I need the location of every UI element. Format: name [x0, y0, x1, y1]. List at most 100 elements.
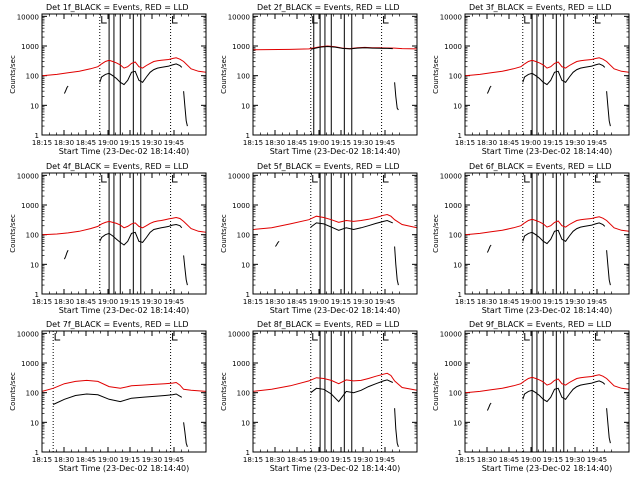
y-tick-label: 1	[246, 132, 250, 140]
y-tick-label: 10000	[17, 330, 39, 338]
x-tick-label: 19:00	[521, 139, 541, 147]
y-tick-label: 10	[453, 419, 462, 427]
y-tick-label: 10	[241, 261, 250, 269]
y-tick-label: 100	[26, 390, 39, 398]
x-tick-label: 18:15	[32, 298, 52, 306]
y-tick-label: 10000	[440, 330, 462, 338]
y-tick-label: 10000	[228, 13, 250, 21]
series-events-line	[486, 244, 492, 253]
x-axis-label: Start Time (23-Dec-02 18:14:40)	[270, 464, 401, 473]
panel-det-7f: Det 7f_BLACK = Events, RED = LLD 1 10 100 10…	[9, 320, 207, 473]
x-tick-label: 19:30	[565, 139, 585, 147]
series-events-line	[99, 63, 183, 86]
x-tick-label: 19:00	[309, 456, 329, 464]
panel-title: Det 3f_BLACK = Events, RED = LLD	[469, 3, 612, 12]
y-axis-label: Counts/sec	[220, 55, 228, 94]
x-tick-label: 19:45	[375, 139, 395, 147]
panel-title: Det 7f_BLACK = Events, RED = LLD	[46, 320, 189, 329]
x-tick-label: 19:45	[164, 456, 184, 464]
panel-det-2f: Det 2f_BLACK = Events, RED = LLD 1 10 100 10…	[220, 3, 418, 156]
series-events-line	[310, 379, 394, 403]
plot-series-group	[465, 374, 629, 444]
saa-flag-marker	[101, 175, 107, 183]
y-tick-label: 10000	[440, 172, 462, 180]
plot-frame	[41, 330, 207, 453]
x-tick-label: 18:45	[287, 298, 307, 306]
panel-title: Det 6f_BLACK = Events, RED = LLD	[469, 162, 612, 171]
x-tick-label: 19:00	[521, 298, 541, 306]
plot-series-group	[42, 216, 206, 286]
panel-title: Det 4f_BLACK = Events, RED = LLD	[46, 162, 189, 171]
saa-flag-marker	[54, 333, 61, 341]
x-tick-label: 18:30	[265, 456, 285, 464]
x-tick-label: 18:15	[243, 456, 263, 464]
y-tick-label: 1000	[444, 43, 462, 51]
saa-flag-marker	[595, 16, 601, 24]
x-tick-label: 18:45	[499, 139, 519, 147]
panel-title: Det 2f_BLACK = Events, RED = LLD	[257, 3, 400, 12]
y-tick-label: 100	[237, 232, 250, 240]
series-lld-line	[253, 372, 417, 392]
x-tick-label: 19:45	[164, 139, 184, 147]
y-tick-label: 1000	[232, 43, 250, 51]
x-axis-label: Start Time (23-Dec-02 18:14:40)	[270, 147, 401, 156]
x-tick-label: 19:00	[309, 139, 329, 147]
x-tick-label: 18:15	[32, 139, 52, 147]
plot-frame	[41, 172, 207, 295]
series-events-line	[183, 91, 188, 127]
saa-flag-marker	[312, 333, 318, 341]
series-events-line	[63, 85, 69, 94]
saa-flag-marker	[383, 333, 389, 341]
y-tick-label: 10	[241, 419, 250, 427]
x-axis-label: Start Time (23-Dec-02 18:14:40)	[59, 464, 190, 473]
plot-frame	[464, 13, 630, 136]
y-tick-label: 1	[246, 291, 250, 299]
x-tick-label: 19:15	[331, 298, 351, 306]
x-tick-label: 18:15	[455, 298, 475, 306]
y-axis-label: Counts/sec	[220, 214, 228, 253]
x-tick-label: 19:30	[142, 456, 162, 464]
x-tick-label: 19:45	[375, 456, 395, 464]
y-axis-label: Counts/sec	[432, 372, 440, 411]
y-tick-label: 100	[26, 73, 39, 81]
y-tick-label: 10000	[17, 172, 39, 180]
panel-det-5f: Det 5f_BLACK = Events, RED = LLD 1 10 100 10…	[220, 162, 418, 315]
saa-flag-marker	[172, 16, 178, 24]
y-axis-label: Counts/sec	[9, 372, 17, 411]
x-tick-label: 18:30	[477, 139, 497, 147]
series-lld-line	[465, 374, 629, 394]
plot-frame	[252, 330, 418, 453]
x-tick-label: 19:15	[543, 456, 563, 464]
x-axis-label: Start Time (23-Dec-02 18:14:40)	[59, 147, 190, 156]
x-tick-label: 18:30	[477, 298, 497, 306]
x-tick-label: 18:30	[265, 298, 285, 306]
x-tick-label: 18:15	[243, 139, 263, 147]
plot-series-group	[253, 213, 417, 286]
x-tick-label: 18:45	[499, 456, 519, 464]
x-tick-label: 19:45	[587, 456, 607, 464]
panel-title: Det 9f_BLACK = Events, RED = LLD	[469, 320, 612, 329]
series-lld-line	[42, 379, 206, 392]
x-tick-label: 19:45	[587, 139, 607, 147]
x-tick-label: 19:45	[587, 298, 607, 306]
x-axis-label: Start Time (23-Dec-02 18:14:40)	[482, 306, 613, 315]
y-tick-label: 10	[30, 419, 39, 427]
y-tick-label: 10	[30, 261, 39, 269]
series-events-line	[606, 250, 611, 286]
y-tick-label: 100	[449, 73, 462, 81]
y-tick-label: 1	[458, 291, 462, 299]
x-tick-label: 18:15	[455, 456, 475, 464]
y-tick-label: 1	[458, 132, 462, 140]
y-tick-label: 10	[30, 102, 39, 110]
panel-title: Det 5f_BLACK = Events, RED = LLD	[257, 162, 400, 171]
x-axis-label: Start Time (23-Dec-02 18:14:40)	[482, 464, 613, 473]
series-lld-line	[42, 57, 206, 77]
x-tick-label: 19:00	[98, 298, 118, 306]
x-tick-label: 19:15	[120, 456, 140, 464]
x-tick-label: 18:30	[265, 139, 285, 147]
series-events-line	[394, 246, 399, 286]
x-tick-label: 19:45	[164, 298, 184, 306]
x-tick-label: 19:30	[353, 456, 373, 464]
saa-flag-marker	[524, 16, 530, 24]
plot-series-group	[465, 216, 629, 286]
